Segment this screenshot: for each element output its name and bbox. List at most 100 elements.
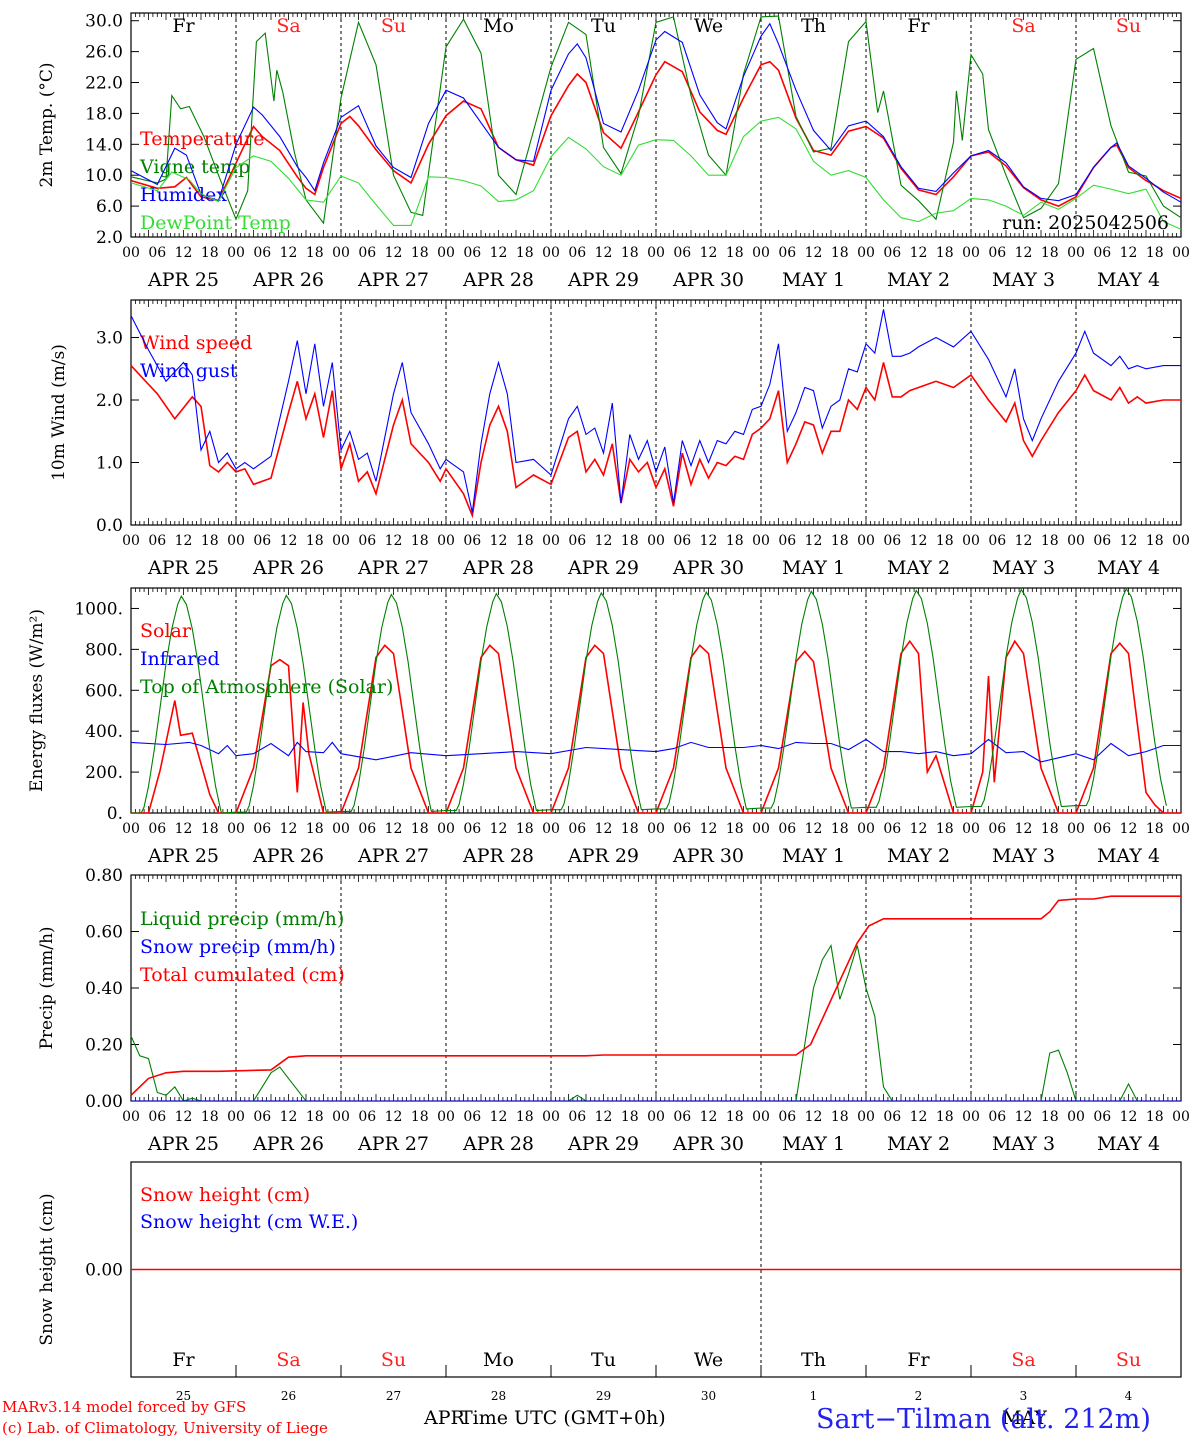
- day-name-label: Sa: [276, 1349, 300, 1371]
- x-hour-label: 18: [516, 533, 534, 549]
- y-tick-label: 18.0: [85, 104, 123, 124]
- y-axis-title: Energy fluxes (W/m²): [27, 609, 47, 792]
- x-hour-label: 18: [411, 245, 429, 261]
- day-name-label: Fr: [172, 1349, 195, 1371]
- x-hour-label: 06: [253, 245, 271, 261]
- y-tick-label: 26.0: [85, 43, 123, 63]
- x-hour-label: 06: [778, 533, 796, 549]
- x-hour-label: 00: [647, 533, 665, 549]
- y-axis-title: 10m Wind (m/s): [49, 344, 69, 481]
- y-tick-label: 10.0: [85, 166, 123, 186]
- panel-5: 0.00 Snow height (cm) Snow height (cm) Snow…: [37, 1161, 1182, 1403]
- x-hour-label: 18: [621, 1109, 639, 1125]
- series-line-1: [130, 738, 1181, 763]
- x-hour-label: 00: [332, 821, 350, 837]
- x-hour-label: 12: [280, 245, 298, 261]
- series-line-0: [131, 639, 1181, 814]
- x-hour-label: 00: [962, 1109, 980, 1125]
- x-hour-label: 18: [306, 1109, 324, 1125]
- y-tick-label: 400.: [85, 722, 123, 742]
- x-hour-label: 12: [1015, 1109, 1033, 1125]
- x-hour-label: 12: [910, 245, 928, 261]
- x-hour-label: 18: [936, 1109, 954, 1125]
- legend-entry: Vigne temp: [139, 156, 250, 178]
- x-hour-label: 06: [1093, 821, 1111, 837]
- x-hour-label: 00: [1067, 1109, 1085, 1125]
- x-date-label: APR 27: [357, 1133, 429, 1155]
- x-hour-label: 12: [805, 533, 823, 549]
- day-number-label: 28: [491, 1389, 506, 1403]
- x-date-label: APR 30: [672, 557, 744, 579]
- x-date-label: APR 27: [357, 845, 429, 867]
- copyright-credit: (c) Lab. of Climatology, University of L…: [2, 1419, 328, 1437]
- x-hour-label: 12: [1120, 1109, 1138, 1125]
- x-hour-label: 06: [883, 533, 901, 549]
- series-line-3: [130, 116, 1182, 230]
- x-date-label: APR 27: [357, 269, 429, 291]
- x-date-label: APR 26: [252, 269, 324, 291]
- x-date-label: APR 29: [567, 845, 639, 867]
- x-hour-label: 00: [647, 1109, 665, 1125]
- x-date-label: APR 30: [672, 269, 744, 291]
- x-hour-label: 18: [936, 245, 954, 261]
- day-number-label: 1: [810, 1389, 818, 1403]
- legend-entry: Wind speed: [140, 332, 252, 354]
- x-date-label: MAY 3: [992, 269, 1055, 291]
- day-name-label: Sa: [1011, 1349, 1035, 1371]
- day-name-label: Tu: [591, 1349, 616, 1371]
- x-date-label: APR 29: [567, 557, 639, 579]
- x-hour-label: 18: [1041, 1109, 1059, 1125]
- y-axis-title: Precip (mm/h): [37, 926, 57, 1049]
- x-date-label: MAY 1: [782, 269, 845, 291]
- legend-entry: Snow height (cm): [140, 1184, 310, 1206]
- x-hour-label: 18: [621, 245, 639, 261]
- x-date-label: MAY 2: [887, 845, 950, 867]
- x-hour-label: 12: [490, 245, 508, 261]
- x-hour-label: 18: [726, 821, 744, 837]
- x-hour-label: 00: [1067, 533, 1085, 549]
- x-date-label: MAY 2: [887, 269, 950, 291]
- x-hour-label: 06: [673, 821, 691, 837]
- x-hour-label: 12: [700, 821, 718, 837]
- x-hour-label: 06: [568, 821, 586, 837]
- x-hour-label: 12: [700, 533, 718, 549]
- x-hour-label: 06: [253, 821, 271, 837]
- panel-1: 2.0 6.0 10.0 14.0 18.0 22.0 26.0 30.0 2m Temp. (…: [37, 12, 1190, 291]
- x-hour-label: 18: [831, 1109, 849, 1125]
- x-hour-label: 00: [1172, 1109, 1190, 1125]
- x-hour-label: 18: [726, 245, 744, 261]
- day-number-label: 2: [915, 1389, 923, 1403]
- x-hour-label: 12: [175, 1109, 193, 1125]
- x-axis-title: Time UTC (GMT+0h): [460, 1407, 666, 1429]
- x-hour-label: 06: [883, 1109, 901, 1125]
- legend-entry: Wind gust: [140, 360, 238, 382]
- x-hour-label: 18: [726, 533, 744, 549]
- y-axis-title: 2m Temp. (°C): [37, 62, 57, 187]
- day-number-label: 3: [1020, 1389, 1028, 1403]
- day-number-label: 25: [176, 1389, 191, 1403]
- x-hour-label: 12: [280, 533, 298, 549]
- x-hour-label: 18: [306, 821, 324, 837]
- x-hour-label: 12: [910, 821, 928, 837]
- x-hour-label: 12: [280, 1109, 298, 1125]
- x-hour-label: 12: [175, 245, 193, 261]
- x-hour-label: 00: [857, 245, 875, 261]
- x-hour-label: 06: [463, 533, 481, 549]
- x-hour-label: 00: [1172, 245, 1190, 261]
- x-hour-label: 18: [1146, 1109, 1164, 1125]
- x-hour-label: 12: [280, 821, 298, 837]
- day-number-label: 30: [701, 1389, 716, 1403]
- x-hour-label: 12: [1120, 245, 1138, 261]
- x-hour-label: 12: [385, 533, 403, 549]
- x-hour-label: 12: [1015, 245, 1033, 261]
- legend-entry: Total cumulated (cm): [140, 964, 345, 986]
- day-number-label: 27: [386, 1389, 401, 1403]
- x-hour-label: 06: [358, 533, 376, 549]
- x-date-label: APR 28: [462, 269, 534, 291]
- x-date-label: MAY 2: [887, 1133, 950, 1155]
- day-name-label: Su: [381, 15, 406, 37]
- x-hour-label: 06: [778, 245, 796, 261]
- y-tick-label: 1000.: [74, 599, 123, 619]
- x-hour-label: 18: [831, 533, 849, 549]
